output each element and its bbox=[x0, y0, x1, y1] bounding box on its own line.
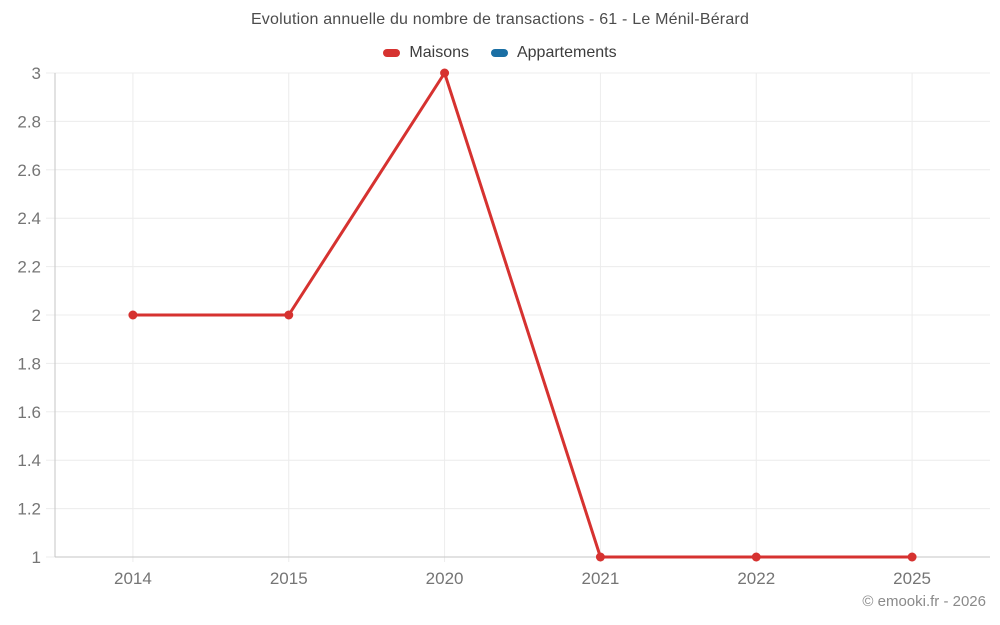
legend-label-appartements: Appartements bbox=[516, 44, 617, 61]
x-axis-label: 2020 bbox=[426, 569, 464, 588]
data-point-maisons[interactable] bbox=[595, 552, 605, 562]
data-point-maisons[interactable] bbox=[440, 68, 450, 78]
y-axis-label: 2.8 bbox=[17, 112, 41, 131]
y-axis-label: 2.2 bbox=[17, 258, 41, 277]
x-axis-label: 2022 bbox=[737, 569, 775, 588]
data-point-maisons[interactable] bbox=[128, 310, 138, 320]
y-axis-label: 1.4 bbox=[17, 451, 41, 470]
maisons-color-swatch bbox=[383, 49, 401, 57]
data-point-maisons[interactable] bbox=[284, 310, 294, 320]
copyright-text: © emooki.fr - 2026 bbox=[862, 593, 986, 610]
data-point-maisons[interactable] bbox=[751, 552, 761, 562]
legend-item-maisons[interactable]: Maisons bbox=[383, 44, 469, 62]
y-axis-label: 1.2 bbox=[17, 500, 41, 519]
data-point-maisons[interactable] bbox=[907, 552, 917, 562]
legend-label-maisons: Maisons bbox=[409, 44, 469, 61]
x-axis-label: 2021 bbox=[582, 569, 620, 588]
y-axis-label: 2.4 bbox=[17, 209, 41, 228]
x-axis-label: 2014 bbox=[114, 569, 152, 588]
appartements-color-swatch bbox=[490, 49, 508, 57]
series-line-maisons bbox=[131, 71, 914, 559]
x-axis-label: 2015 bbox=[270, 569, 308, 588]
legend: Maisons Appartements bbox=[0, 44, 1000, 62]
legend-item-appartements[interactable]: Appartements bbox=[490, 44, 617, 62]
y-axis-label: 1 bbox=[32, 548, 41, 567]
x-axis-label: 2025 bbox=[893, 569, 931, 588]
y-axis-label: 1.8 bbox=[17, 354, 41, 373]
y-axis-label: 1.6 bbox=[17, 403, 41, 422]
y-axis-label: 2 bbox=[32, 306, 41, 325]
chart-title: Evolution annuelle du nombre de transact… bbox=[250, 11, 750, 28]
y-axis-label: 3 bbox=[32, 64, 41, 83]
y-axis-label: 2.6 bbox=[17, 161, 41, 180]
